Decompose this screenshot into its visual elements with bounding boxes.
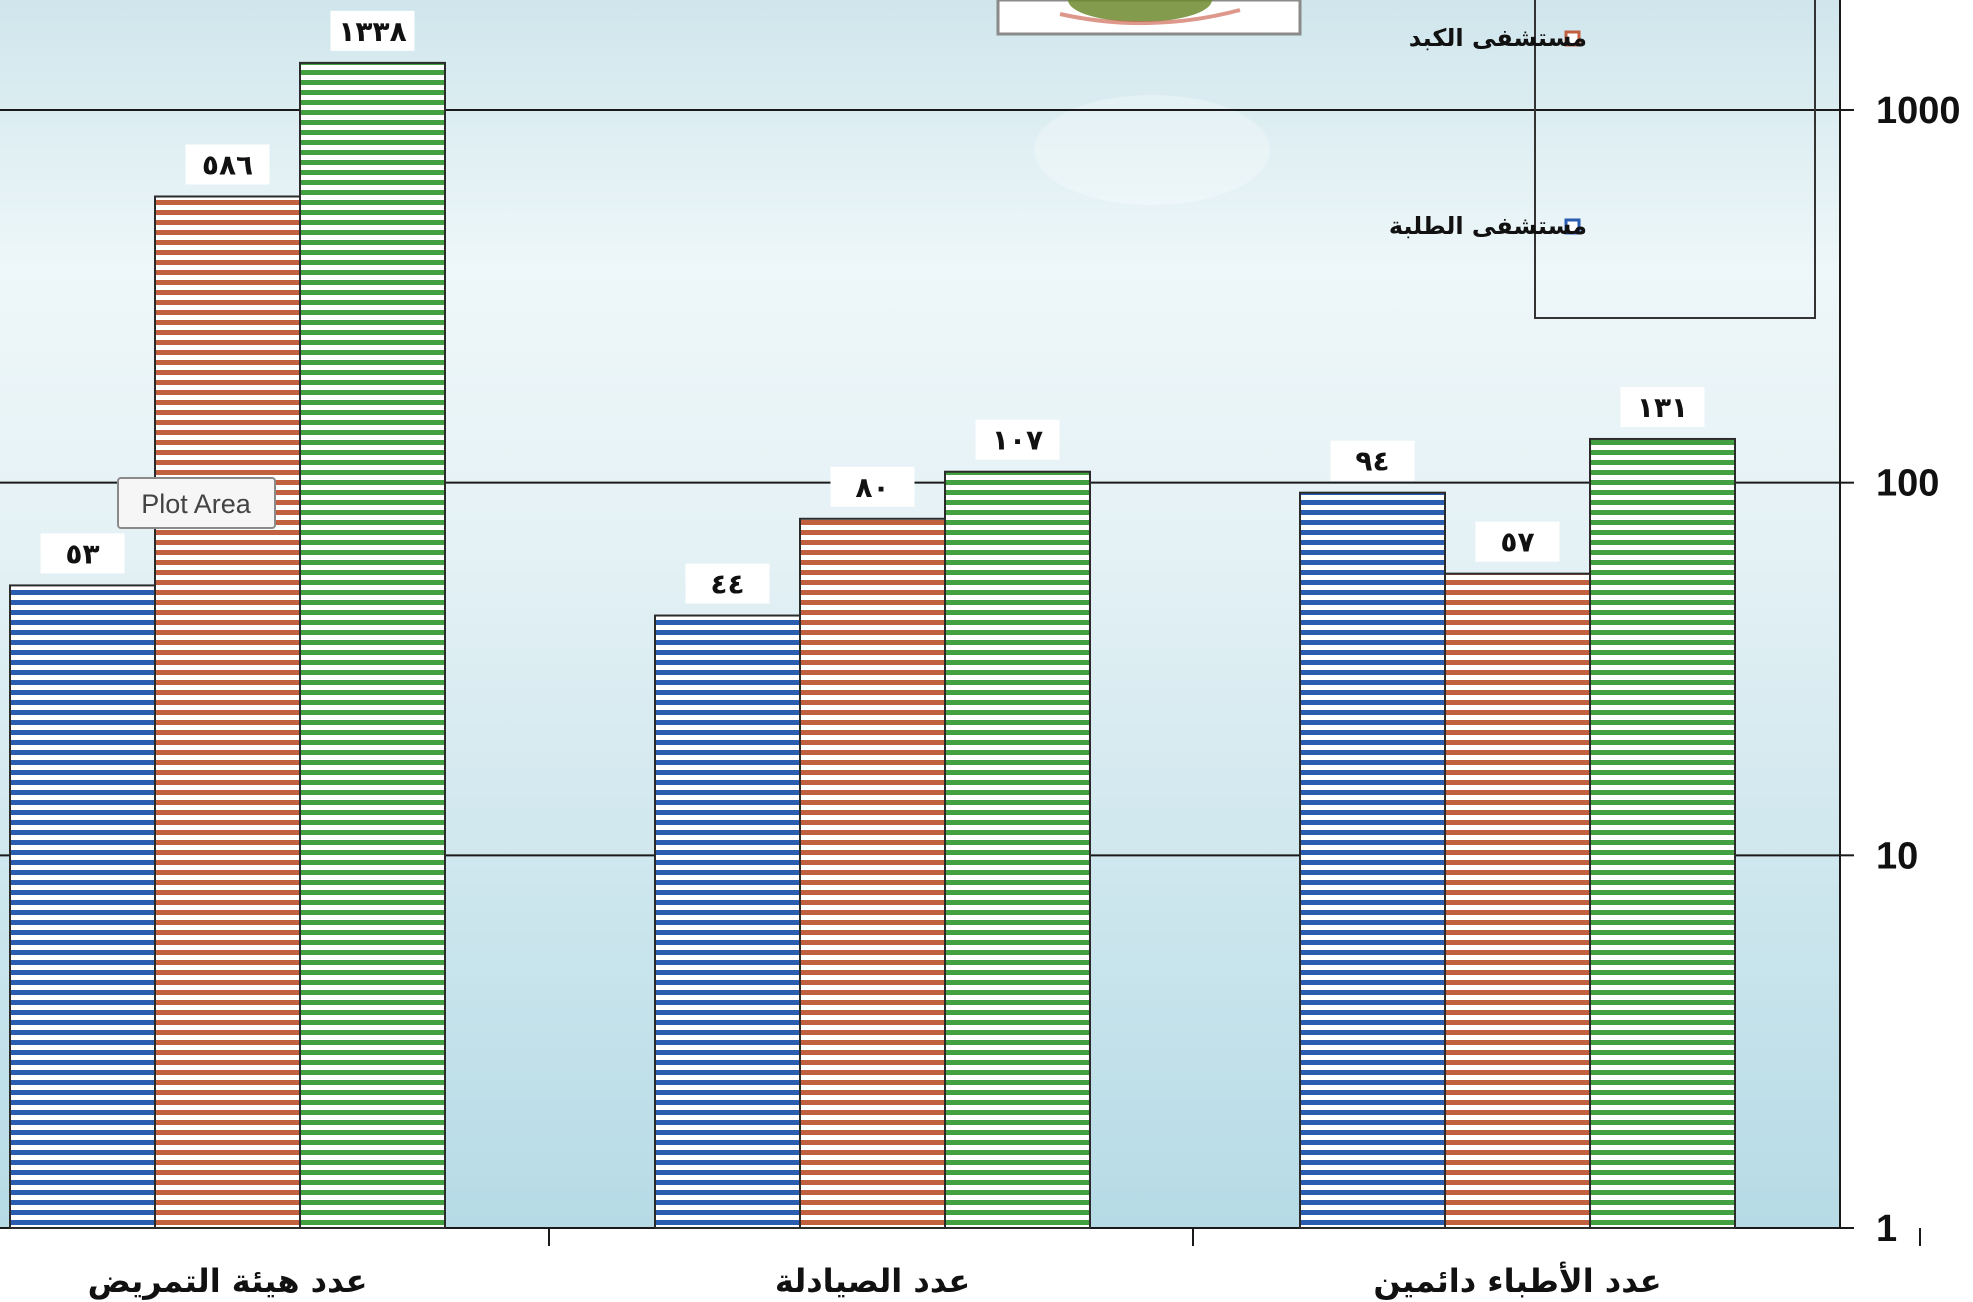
data-label: ١٠٧ xyxy=(992,424,1043,457)
legend-swatch-students-hospital xyxy=(1564,218,1581,235)
data-label: ١٣٣٨ xyxy=(338,15,406,48)
data-label: ٥٣ xyxy=(65,537,99,570)
data-label: ٩٤ xyxy=(1355,445,1389,478)
category-label: عدد هيئة التمريض xyxy=(88,1262,368,1300)
data-label-box xyxy=(185,144,270,185)
category-label: عدد الأطباء دائمين xyxy=(1373,1261,1661,1300)
data-label-box xyxy=(1330,440,1415,481)
data-label-box xyxy=(40,533,125,574)
plot-area-tooltip: Plot Area xyxy=(117,477,276,529)
data-label-box xyxy=(830,466,915,507)
y-tick-label: 1 xyxy=(1876,1208,1897,1250)
data-label: ٥٨٦ xyxy=(202,148,253,181)
data-label-box xyxy=(1620,386,1705,427)
data-label: ٨٠ xyxy=(855,471,889,504)
bar xyxy=(799,517,946,1229)
legend-box xyxy=(1534,0,1816,319)
logo-watermark xyxy=(996,0,1302,205)
data-label: ١٣١ xyxy=(1637,391,1688,424)
data-label: ٤٤ xyxy=(710,568,744,601)
data-label-box xyxy=(330,10,415,51)
legend-label-liver-hospital: مستشفى الكبد xyxy=(1409,24,1587,52)
legend-swatch-liver-hospital xyxy=(1564,30,1581,47)
legend-label-students-hospital: مستشفى الطلبة xyxy=(1389,212,1587,240)
bar xyxy=(1299,491,1446,1229)
data-label-box xyxy=(975,419,1060,460)
bar xyxy=(9,584,156,1229)
legend: مستشفى الكبد مستشفى الطلبة xyxy=(1389,0,1816,319)
bar xyxy=(1589,437,1736,1229)
bar xyxy=(654,614,801,1229)
y-tick-label: 1000 xyxy=(1876,90,1961,132)
bars xyxy=(9,61,1736,1229)
category-label: عدد الصيادلة xyxy=(775,1262,970,1300)
data-label-box xyxy=(1475,521,1560,562)
bar xyxy=(1444,572,1591,1229)
y-tick-label: 100 xyxy=(1876,463,1939,505)
data-label-box xyxy=(685,563,770,604)
bar xyxy=(154,195,301,1229)
data-labels: ٥٣ ٥٨٦ ١٣٣٨ ٤٤ ٨٠ ١٠٧ ٩٤ ٥٧ ١٣١ xyxy=(40,10,1705,604)
data-label: ٥٧ xyxy=(1500,526,1534,559)
category-labels: عدد هيئة التمريض عدد الصيادلة عدد الأطباء … xyxy=(88,1261,1662,1300)
y-tick-label: 10 xyxy=(1876,835,1918,877)
tooltip-text: Plot Area xyxy=(141,489,252,519)
bar xyxy=(299,61,446,1229)
bar xyxy=(944,470,1091,1229)
